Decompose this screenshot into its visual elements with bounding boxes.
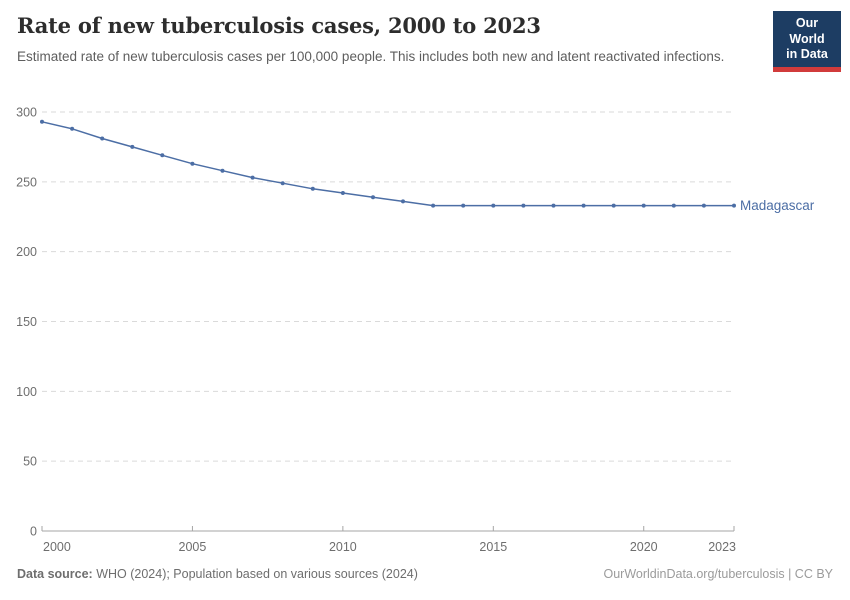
x-tick-label-2020: 2020	[630, 540, 658, 554]
owid-logo-line1: Our World	[789, 16, 825, 46]
owid-link[interactable]: OurWorldinData.org/tuberculosis | CC BY	[603, 567, 834, 581]
data-point-2012[interactable]	[401, 199, 405, 204]
x-tick-label-2023: 2023	[708, 540, 736, 554]
data-point-2009[interactable]	[310, 186, 315, 191]
data-point-2000[interactable]	[40, 119, 44, 124]
entity-label-madagascar[interactable]: Madagascar	[740, 198, 815, 213]
chart-subtitle: Estimated rate of new tuberculosis cases…	[17, 49, 725, 64]
y-tick-label-50: 50	[23, 455, 37, 469]
x-tick-label-2005: 2005	[179, 540, 207, 554]
data-point-2021[interactable]	[671, 203, 676, 208]
series-line-madagascar[interactable]	[41, 121, 734, 207]
owid-logo[interactable]: Our World in Data	[773, 11, 841, 72]
chart-title: Rate of new tuberculosis cases, 2000 to …	[17, 13, 541, 38]
data-source-text: WHO (2024); Population based on various …	[92, 567, 418, 581]
data-point-2013[interactable]	[431, 203, 436, 208]
y-tick-label-100: 100	[16, 385, 37, 399]
x-tick-label-2000: 2000	[43, 540, 71, 554]
data-point-2020[interactable]	[641, 203, 646, 208]
x-tick-label-2010: 2010	[329, 540, 357, 554]
data-point-2022[interactable]	[701, 203, 706, 208]
data-point-2005[interactable]	[190, 161, 195, 166]
y-tick-label-0: 0	[30, 525, 37, 539]
data-point-2004[interactable]	[160, 153, 165, 158]
data-point-2010[interactable]	[340, 191, 345, 195]
y-tick-label-150: 150	[16, 315, 37, 329]
data-point-2017[interactable]	[551, 203, 556, 208]
data-point-2016[interactable]	[521, 203, 526, 208]
data-point-2019[interactable]	[611, 203, 616, 208]
x-tick-label-2015: 2015	[479, 540, 507, 554]
data-point-2002[interactable]	[100, 136, 105, 141]
owid-logo-line2: in Data	[786, 47, 828, 62]
data-point-2023[interactable]	[732, 203, 736, 208]
data-point-2014[interactable]	[461, 203, 466, 208]
chart-header: Rate of new tuberculosis cases, 2000 to …	[17, 13, 755, 68]
data-point-2018[interactable]	[581, 203, 586, 208]
data-point-2007[interactable]	[250, 175, 255, 180]
chart-footer: Data source: WHO (2024); Population base…	[17, 567, 833, 581]
data-point-2011[interactable]	[371, 195, 375, 200]
line-chart: 0 50 100 150 200 250 300 2000 2005 2010 2015 2020 20…	[16, 106, 815, 555]
data-point-2006[interactable]	[220, 168, 225, 173]
y-tick-label-200: 200	[16, 245, 37, 259]
y-tick-label-300: 300	[16, 106, 37, 120]
data-point-2015[interactable]	[491, 203, 496, 208]
y-tick-label-250: 250	[16, 175, 37, 189]
data-source-label: Data source:	[17, 567, 93, 581]
data-point-2003[interactable]	[130, 144, 135, 149]
data-point-2001[interactable]	[70, 126, 75, 131]
data-point-2008[interactable]	[280, 181, 285, 186]
data-source-note: Data source: WHO (2024); Population base…	[17, 567, 418, 581]
